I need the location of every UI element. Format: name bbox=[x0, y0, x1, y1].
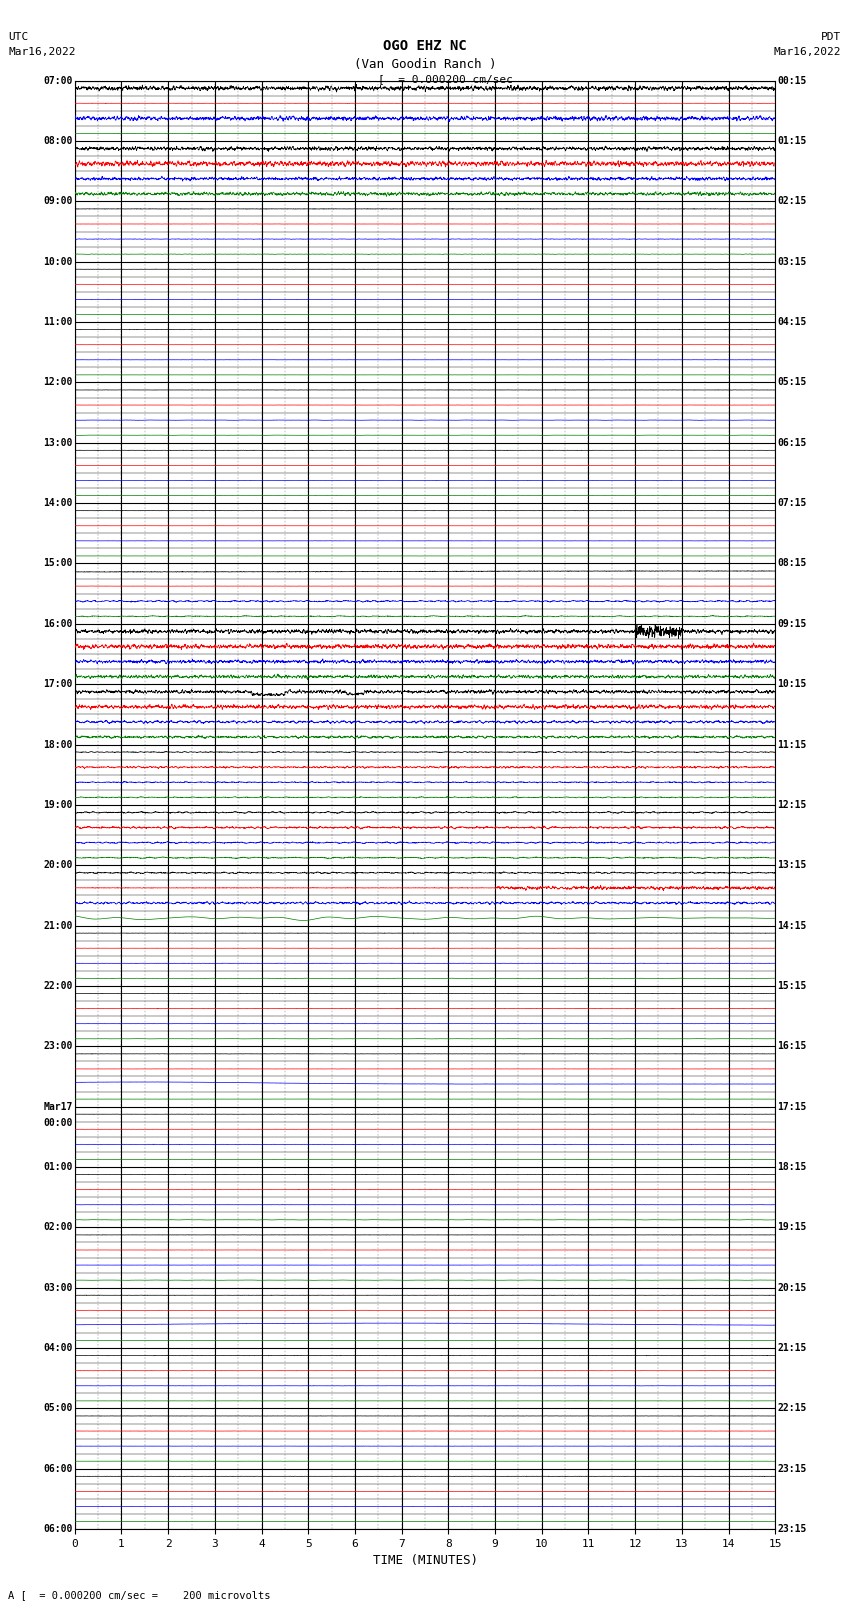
Text: Mar17: Mar17 bbox=[43, 1102, 73, 1111]
Text: 07:15: 07:15 bbox=[777, 498, 807, 508]
Text: 15:00: 15:00 bbox=[43, 558, 73, 568]
Text: 23:15: 23:15 bbox=[777, 1463, 807, 1474]
Text: UTC: UTC bbox=[8, 32, 29, 42]
Text: 21:00: 21:00 bbox=[43, 921, 73, 931]
Text: 03:00: 03:00 bbox=[43, 1282, 73, 1292]
Text: 13:15: 13:15 bbox=[777, 860, 807, 871]
Text: 12:00: 12:00 bbox=[43, 377, 73, 387]
Text: 08:00: 08:00 bbox=[43, 135, 73, 147]
Text: 09:00: 09:00 bbox=[43, 197, 73, 206]
Text: 06:15: 06:15 bbox=[777, 437, 807, 448]
Text: 14:15: 14:15 bbox=[777, 921, 807, 931]
Text: 06:00: 06:00 bbox=[43, 1524, 73, 1534]
Text: 01:00: 01:00 bbox=[43, 1161, 73, 1173]
Text: OGO EHZ NC: OGO EHZ NC bbox=[383, 39, 467, 53]
Text: 10:15: 10:15 bbox=[777, 679, 807, 689]
Text: 17:15: 17:15 bbox=[777, 1102, 807, 1111]
Text: 14:00: 14:00 bbox=[43, 498, 73, 508]
Text: 16:15: 16:15 bbox=[777, 1042, 807, 1052]
Text: 13:00: 13:00 bbox=[43, 437, 73, 448]
Text: PDT: PDT bbox=[821, 32, 842, 42]
X-axis label: TIME (MINUTES): TIME (MINUTES) bbox=[372, 1555, 478, 1568]
Text: 21:15: 21:15 bbox=[777, 1344, 807, 1353]
Text: 12:15: 12:15 bbox=[777, 800, 807, 810]
Text: 10:00: 10:00 bbox=[43, 256, 73, 266]
Text: 16:00: 16:00 bbox=[43, 619, 73, 629]
Text: A [  = 0.000200 cm/sec =    200 microvolts: A [ = 0.000200 cm/sec = 200 microvolts bbox=[8, 1590, 271, 1600]
Text: 19:00: 19:00 bbox=[43, 800, 73, 810]
Text: 00:15: 00:15 bbox=[777, 76, 807, 85]
Text: 02:00: 02:00 bbox=[43, 1223, 73, 1232]
Text: 02:15: 02:15 bbox=[777, 197, 807, 206]
Text: Mar16,2022: Mar16,2022 bbox=[8, 47, 76, 56]
Text: Mar16,2022: Mar16,2022 bbox=[774, 47, 842, 56]
Text: 04:00: 04:00 bbox=[43, 1344, 73, 1353]
Text: 04:15: 04:15 bbox=[777, 318, 807, 327]
Text: 03:15: 03:15 bbox=[777, 256, 807, 266]
Text: 08:15: 08:15 bbox=[777, 558, 807, 568]
Text: [  = 0.000200 cm/sec: [ = 0.000200 cm/sec bbox=[378, 74, 513, 84]
Text: 17:00: 17:00 bbox=[43, 679, 73, 689]
Text: 20:15: 20:15 bbox=[777, 1282, 807, 1292]
Text: 19:15: 19:15 bbox=[777, 1223, 807, 1232]
Text: 22:15: 22:15 bbox=[777, 1403, 807, 1413]
Text: 05:15: 05:15 bbox=[777, 377, 807, 387]
Text: 18:00: 18:00 bbox=[43, 739, 73, 750]
Text: 00:00: 00:00 bbox=[43, 1118, 73, 1127]
Text: 06:00: 06:00 bbox=[43, 1463, 73, 1474]
Text: 18:15: 18:15 bbox=[777, 1161, 807, 1173]
Text: 05:00: 05:00 bbox=[43, 1403, 73, 1413]
Text: 11:00: 11:00 bbox=[43, 318, 73, 327]
Text: 23:00: 23:00 bbox=[43, 1042, 73, 1052]
Text: 07:00: 07:00 bbox=[43, 76, 73, 85]
Text: 09:15: 09:15 bbox=[777, 619, 807, 629]
Text: 01:15: 01:15 bbox=[777, 135, 807, 147]
Text: 22:00: 22:00 bbox=[43, 981, 73, 990]
Text: 11:15: 11:15 bbox=[777, 739, 807, 750]
Text: (Van Goodin Ranch ): (Van Goodin Ranch ) bbox=[354, 58, 496, 71]
Text: 20:00: 20:00 bbox=[43, 860, 73, 871]
Text: 15:15: 15:15 bbox=[777, 981, 807, 990]
Text: 23:15: 23:15 bbox=[777, 1524, 807, 1534]
